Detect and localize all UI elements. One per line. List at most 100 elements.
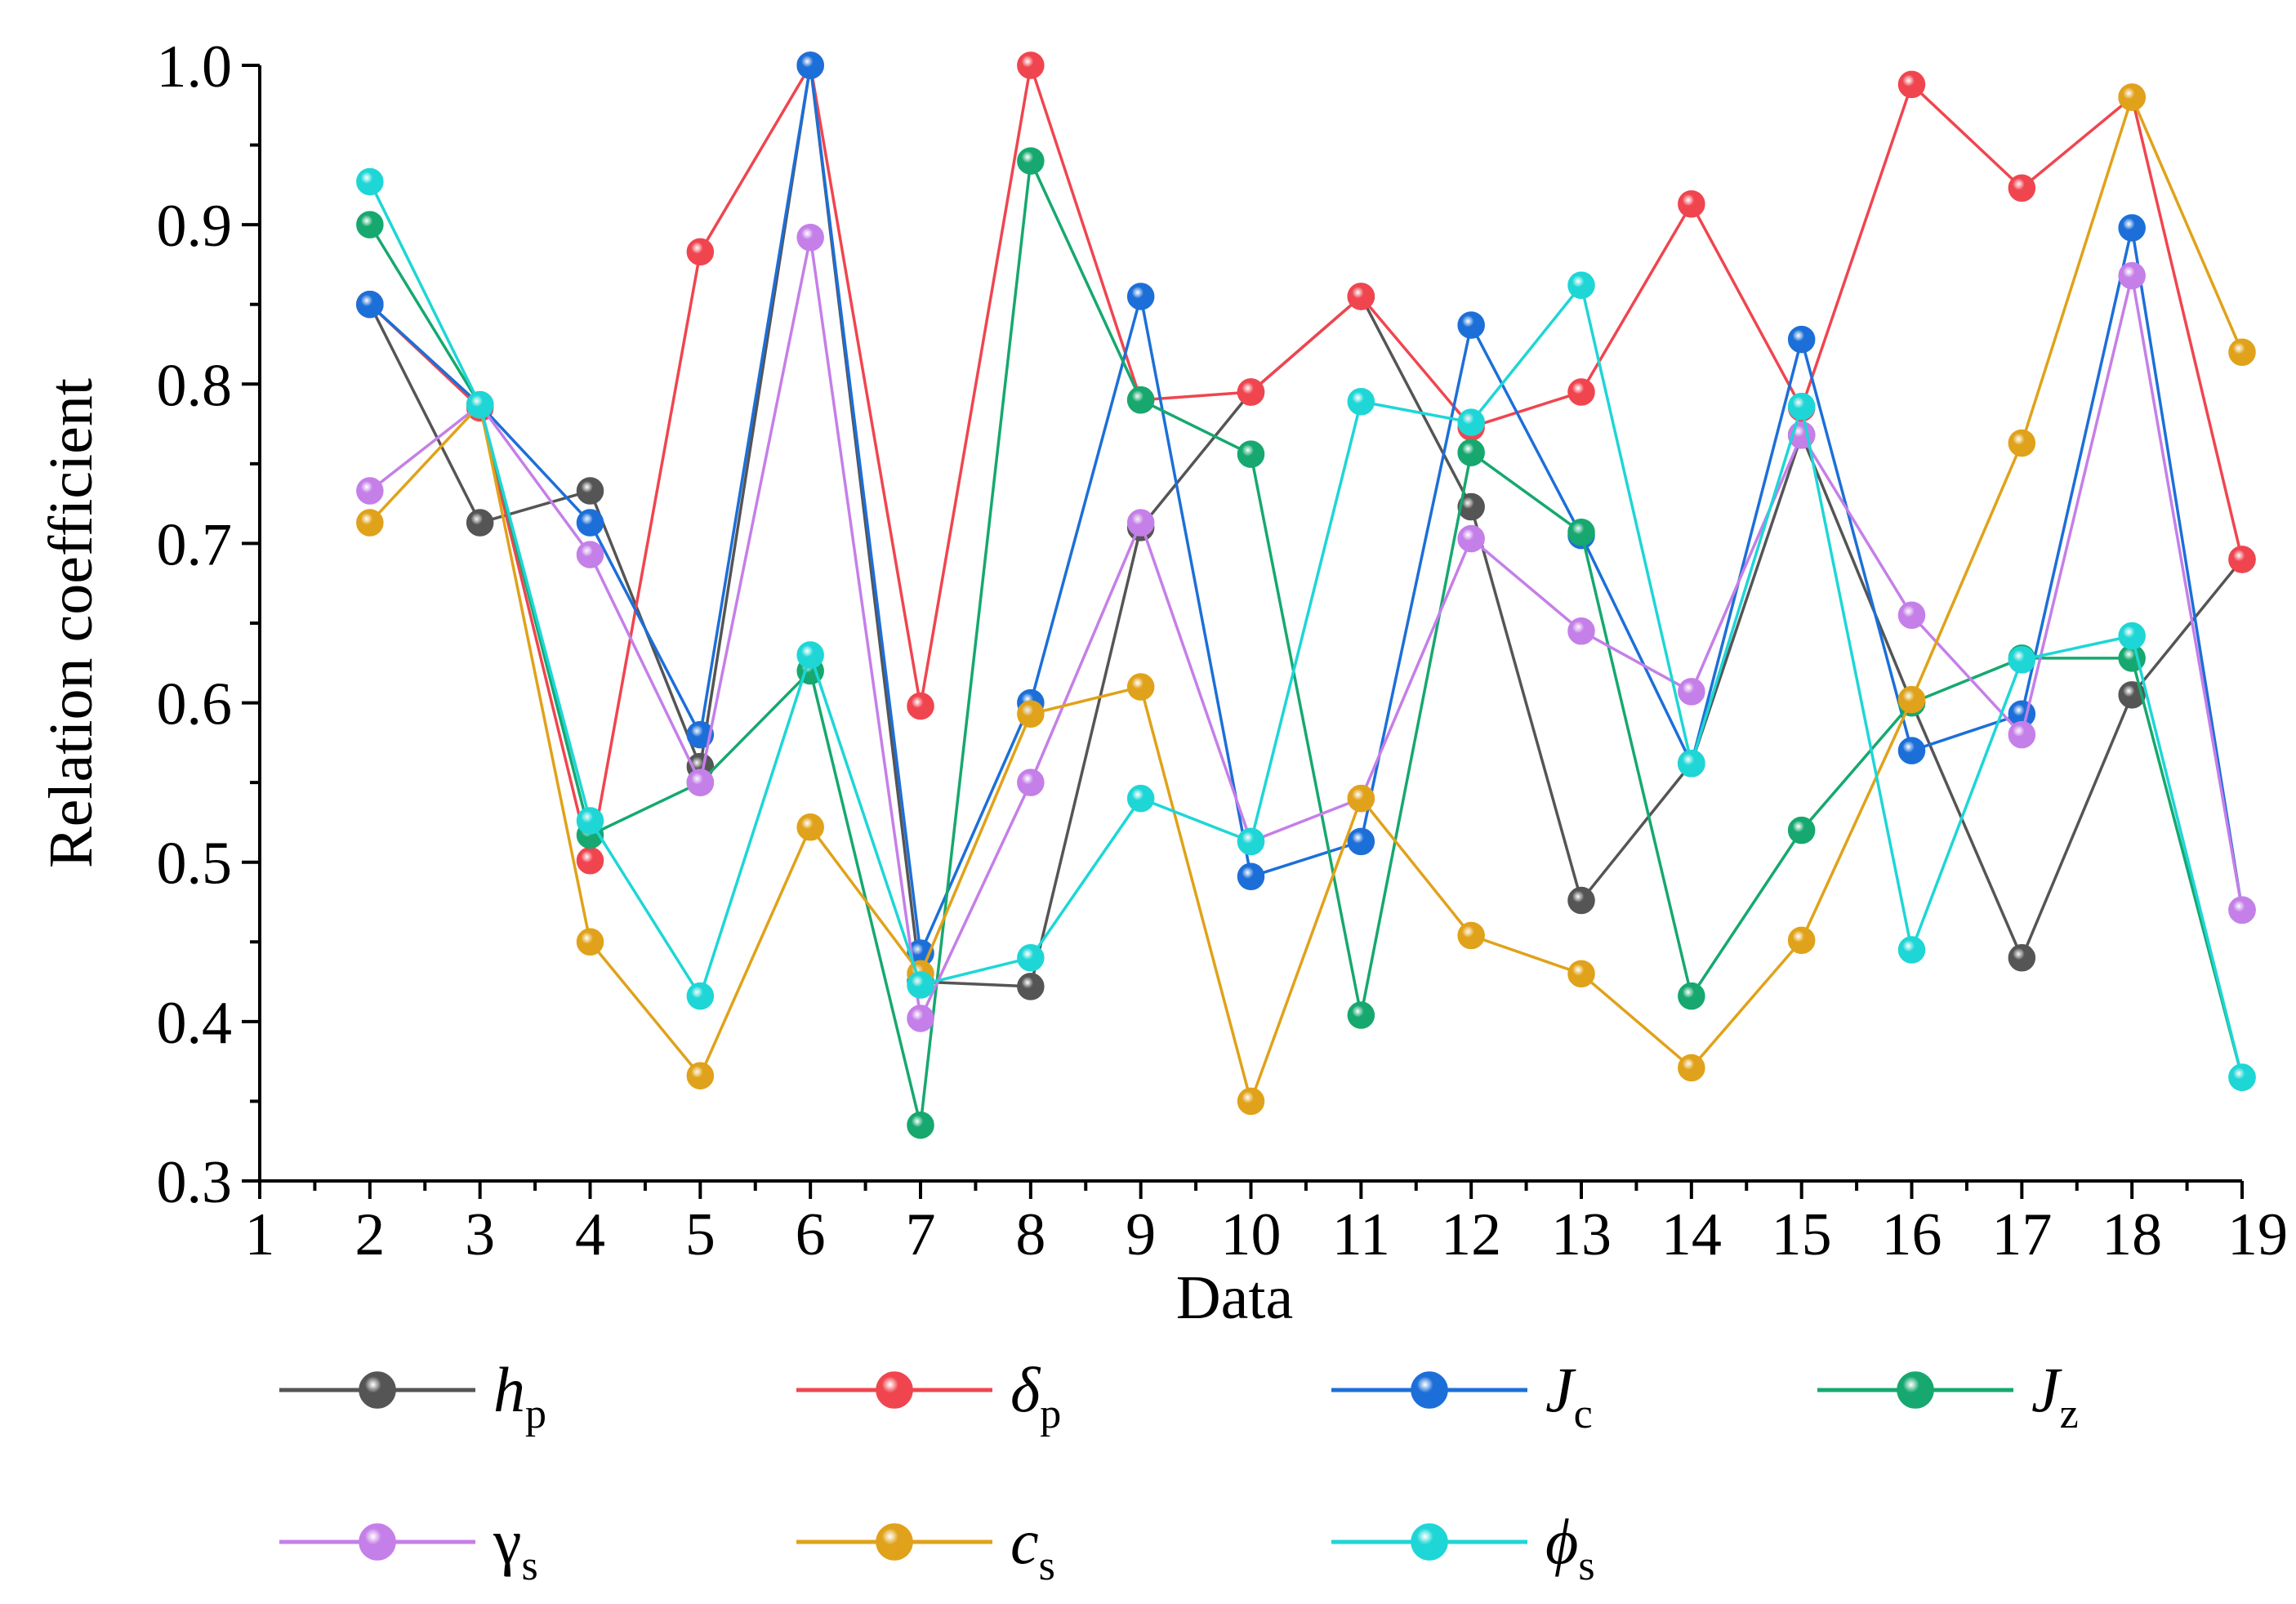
series-line <box>368 96 2244 1103</box>
data-point <box>1237 378 1265 406</box>
x-tick-label: 17 <box>1991 1201 2052 1268</box>
x-axis-title: Data <box>1176 1263 1293 1332</box>
series-0 <box>356 51 2256 1000</box>
data-point <box>686 238 715 266</box>
data-point <box>796 641 824 669</box>
data-point <box>2118 622 2146 650</box>
x-tick-label: 19 <box>2227 1201 2288 1268</box>
legend-marker <box>1897 1371 1934 1409</box>
legend-entry-1: δp <box>796 1354 1061 1437</box>
x-tick-label: 7 <box>906 1201 936 1268</box>
data-point <box>2228 896 2256 925</box>
legend-label: Jz <box>2031 1354 2079 1437</box>
legend-label: hp <box>493 1354 546 1437</box>
legend-entry-0: hp <box>279 1354 546 1437</box>
y-tick-label: 0.9 <box>157 193 233 260</box>
data-point <box>2118 214 2146 242</box>
data-point <box>1237 1087 1265 1116</box>
data-point <box>1457 408 1485 436</box>
data-point <box>686 1062 715 1089</box>
x-tick-label: 9 <box>1126 1201 1156 1268</box>
axes-layer: 0.30.40.50.60.70.80.91.01 2 3 4 5 6 7 8 9 10 11 12 1… <box>157 33 2289 1268</box>
data-point <box>466 509 494 537</box>
data-point <box>1787 926 1816 955</box>
legend-marker <box>359 1371 396 1409</box>
data-point <box>1126 784 1155 813</box>
series-line <box>368 64 2244 862</box>
data-point <box>576 477 604 505</box>
legend-entry-5: cs <box>796 1506 1055 1589</box>
y-tick-label: 0.7 <box>157 511 233 578</box>
axis-labels-layer: Data Relation coefficient <box>37 378 1293 1332</box>
legend-label: γs <box>493 1506 538 1589</box>
data-point <box>686 769 715 796</box>
data-point <box>356 290 384 319</box>
data-point <box>1897 737 1926 764</box>
data-point <box>1457 311 1485 339</box>
data-point <box>1678 678 1705 706</box>
x-tick-label: 3 <box>465 1201 495 1268</box>
data-point <box>1017 51 1045 79</box>
x-tick-label: 2 <box>354 1201 385 1268</box>
data-point <box>466 390 494 419</box>
data-point <box>1017 700 1045 728</box>
data-point <box>2228 1063 2256 1091</box>
data-point <box>2008 429 2036 457</box>
data-point <box>2008 646 2036 674</box>
data-point <box>1017 769 1045 796</box>
data-point <box>1126 283 1155 310</box>
data-point <box>1787 325 1816 354</box>
data-point <box>1897 936 1926 964</box>
data-point <box>1126 673 1155 701</box>
series-5 <box>356 83 2256 1116</box>
y-axis-title: Relation coefficient <box>37 378 105 868</box>
data-point <box>1567 960 1595 988</box>
series-6 <box>356 167 2256 1091</box>
data-point <box>2228 338 2256 367</box>
data-point <box>1678 982 1705 1010</box>
legend-marker <box>876 1523 913 1561</box>
series-3 <box>356 147 2256 1139</box>
data-point <box>1237 440 1265 468</box>
x-tick-label: 6 <box>796 1201 826 1268</box>
data-point <box>1237 862 1265 891</box>
legend-marker <box>876 1371 913 1409</box>
data-point <box>1897 601 1926 629</box>
data-point <box>1457 921 1485 950</box>
data-point <box>1126 386 1155 414</box>
data-point <box>1787 392 1816 421</box>
y-tick-label: 0.3 <box>157 1149 233 1216</box>
data-point <box>356 509 384 537</box>
data-point <box>796 813 824 841</box>
data-point <box>1457 492 1485 521</box>
data-point <box>1567 617 1595 645</box>
data-point <box>2008 174 2036 203</box>
data-point <box>686 982 715 1010</box>
legend-marker <box>1411 1523 1448 1561</box>
data-point <box>907 1111 934 1139</box>
data-point <box>796 51 824 79</box>
data-point <box>1017 944 1045 972</box>
x-tick-label: 16 <box>1882 1201 1942 1268</box>
data-point <box>1567 271 1595 300</box>
data-point <box>2118 83 2146 111</box>
series-line <box>368 236 2244 1020</box>
series-line <box>368 159 2244 1127</box>
data-point <box>1457 524 1485 553</box>
legend-entry-4: γs <box>279 1506 538 1589</box>
legend-label: ϕs <box>1545 1506 1595 1589</box>
legend-label: Jc <box>1545 1354 1593 1437</box>
data-point <box>576 541 604 568</box>
data-point <box>1787 816 1816 844</box>
data-point <box>907 1005 934 1032</box>
data-point <box>576 509 604 537</box>
y-tick-label: 0.6 <box>157 671 233 738</box>
data-point <box>1567 886 1595 915</box>
data-point <box>1237 827 1265 856</box>
x-tick-label: 4 <box>575 1201 605 1268</box>
series-2 <box>356 51 2256 967</box>
series-layer <box>356 51 2256 1139</box>
x-tick-label: 10 <box>1221 1201 1282 1268</box>
y-tick-label: 1.0 <box>157 33 233 100</box>
